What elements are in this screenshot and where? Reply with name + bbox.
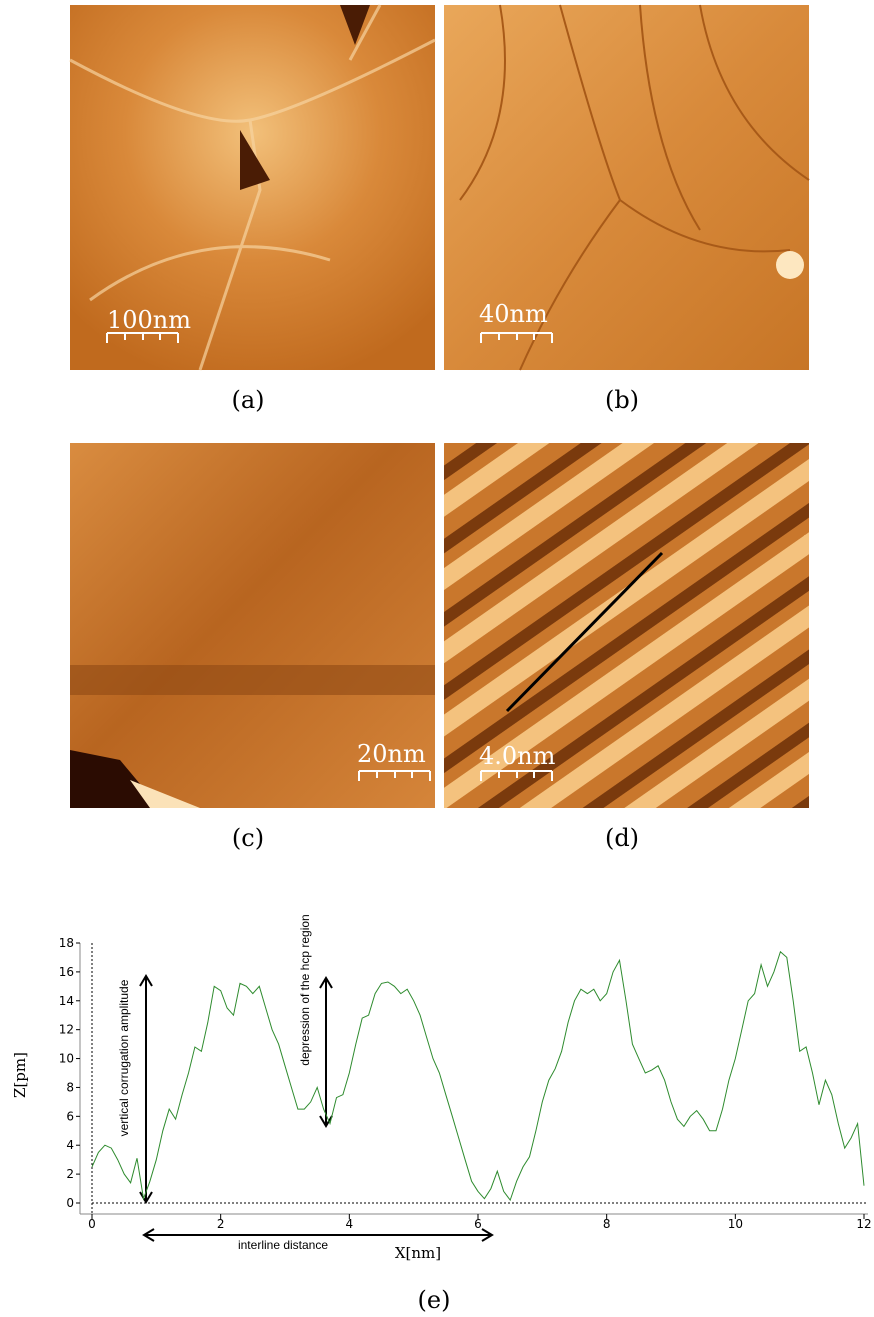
caption: (c) [232,824,264,852]
caption: (a) [231,386,264,414]
y-tick-label: 16 [59,965,74,979]
scale-label: 100nm [107,306,191,334]
y-tick-label: 0 [66,1196,74,1210]
y-tick-label: 14 [59,994,74,1008]
y-tick-label: 10 [59,1052,74,1066]
caption: (e) [418,1286,451,1314]
annotation: depression of the hcp region [298,914,312,1065]
x-tick-label: 2 [217,1217,225,1231]
caption: (b) [605,386,639,414]
figure: 100nm 40nm 20nm 4.0nm (a) (b) (c) (d) (e… [0,0,874,1317]
y-tick-label: 18 [59,936,74,950]
caption: (d) [605,824,639,852]
x-axis-label: X[nm] [395,1244,441,1262]
y-tick-label: 8 [66,1080,74,1094]
scale-label: 20nm [357,740,426,768]
y-tick-label: 4 [66,1138,74,1152]
x-tick-label: 6 [474,1217,482,1231]
y-axis-label: Z[pm] [11,1052,29,1098]
x-tick-label: 0 [88,1217,96,1231]
x-tick-label: 8 [603,1217,611,1231]
annotation: vertical corrugation amplitude [117,979,131,1136]
scale-label: 40nm [479,300,548,328]
annotation: interline distance [238,1238,328,1252]
scale-label: 4.0nm [479,742,556,770]
profile-line [92,952,864,1200]
y-tick-label: 2 [66,1167,74,1181]
annotation-arrows [140,976,492,1241]
plot-frame [80,943,868,1214]
x-tick-label: 10 [728,1217,743,1231]
x-tick-label: 4 [346,1217,354,1231]
y-tick-label: 6 [66,1109,74,1123]
y-tick-label: 12 [59,1023,74,1037]
x-tick-label: 12 [856,1217,871,1231]
